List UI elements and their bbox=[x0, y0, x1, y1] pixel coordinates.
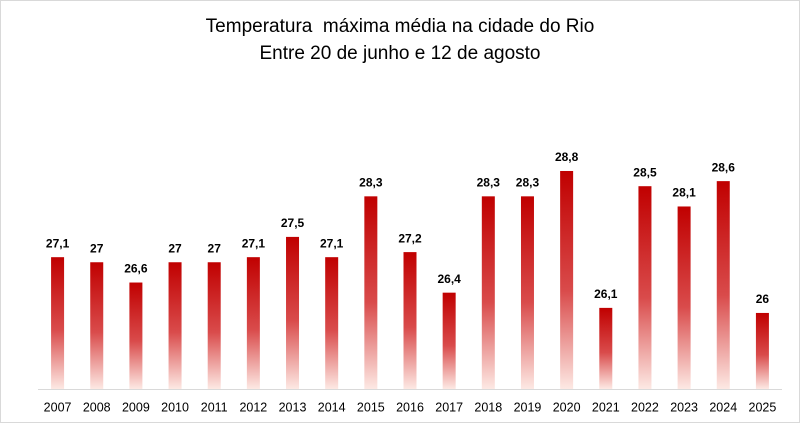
bar bbox=[325, 257, 339, 389]
x-tick-label: 2015 bbox=[357, 400, 385, 414]
bar bbox=[364, 196, 378, 389]
data-label: 27,1 bbox=[242, 236, 266, 250]
x-tick-label: 2013 bbox=[279, 400, 307, 414]
data-label: 28,1 bbox=[672, 186, 696, 200]
x-tick-label: 2025 bbox=[749, 400, 777, 414]
data-label: 27 bbox=[90, 241, 104, 255]
bar bbox=[246, 257, 260, 389]
x-tick-label: 2022 bbox=[631, 400, 659, 414]
data-label: 28,5 bbox=[633, 165, 657, 179]
x-tick-label: 2007 bbox=[44, 400, 72, 414]
data-label: 28,3 bbox=[359, 176, 383, 190]
bar bbox=[677, 206, 691, 389]
data-label: 27,1 bbox=[320, 236, 344, 250]
data-label: 26,4 bbox=[437, 272, 461, 286]
x-tick-label: 2019 bbox=[514, 400, 542, 414]
bar bbox=[90, 262, 104, 389]
chart-title: Temperatura máxima média na cidade do Ri… bbox=[206, 16, 595, 37]
bar bbox=[207, 262, 221, 389]
x-tick-label: 2010 bbox=[161, 400, 189, 414]
bar bbox=[168, 262, 182, 389]
x-tick-label: 2016 bbox=[396, 400, 424, 414]
x-tick-label: 2018 bbox=[474, 400, 502, 414]
data-label: 28,3 bbox=[477, 176, 501, 190]
x-tick-label: 2017 bbox=[435, 400, 463, 414]
x-tick-label: 2020 bbox=[553, 400, 581, 414]
data-label: 27 bbox=[168, 241, 182, 255]
data-label: 27,5 bbox=[281, 216, 305, 230]
bar bbox=[520, 196, 534, 389]
bar bbox=[442, 292, 456, 389]
data-label: 28,3 bbox=[516, 176, 540, 190]
bar bbox=[755, 312, 769, 389]
x-tick-label: 2024 bbox=[709, 400, 737, 414]
bar bbox=[403, 252, 417, 389]
bar bbox=[638, 186, 652, 389]
bar bbox=[286, 236, 300, 389]
x-tick-label: 2021 bbox=[592, 400, 620, 414]
data-label: 26,1 bbox=[594, 287, 618, 301]
data-label: 28,6 bbox=[712, 160, 736, 174]
data-label: 26 bbox=[756, 292, 770, 306]
x-tick-label: 2009 bbox=[122, 400, 150, 414]
bar bbox=[599, 307, 613, 389]
bar bbox=[481, 196, 495, 389]
x-tick-label: 2014 bbox=[318, 400, 346, 414]
bar bbox=[51, 257, 65, 389]
bar bbox=[560, 170, 574, 389]
x-tick-label: 2023 bbox=[670, 400, 698, 414]
bar bbox=[716, 181, 730, 389]
data-label: 26,6 bbox=[124, 262, 148, 276]
x-tick-label: 2008 bbox=[83, 400, 111, 414]
x-tick-label: 2011 bbox=[201, 400, 228, 414]
data-label: 27 bbox=[208, 241, 222, 255]
x-tick-label: 2012 bbox=[239, 400, 267, 414]
data-label: 27,1 bbox=[46, 236, 70, 250]
chart-subtitle: Entre 20 de junho e 12 de agosto bbox=[259, 43, 540, 64]
data-label: 27,2 bbox=[398, 231, 422, 245]
bar bbox=[129, 282, 143, 389]
data-label: 28,8 bbox=[555, 150, 579, 164]
